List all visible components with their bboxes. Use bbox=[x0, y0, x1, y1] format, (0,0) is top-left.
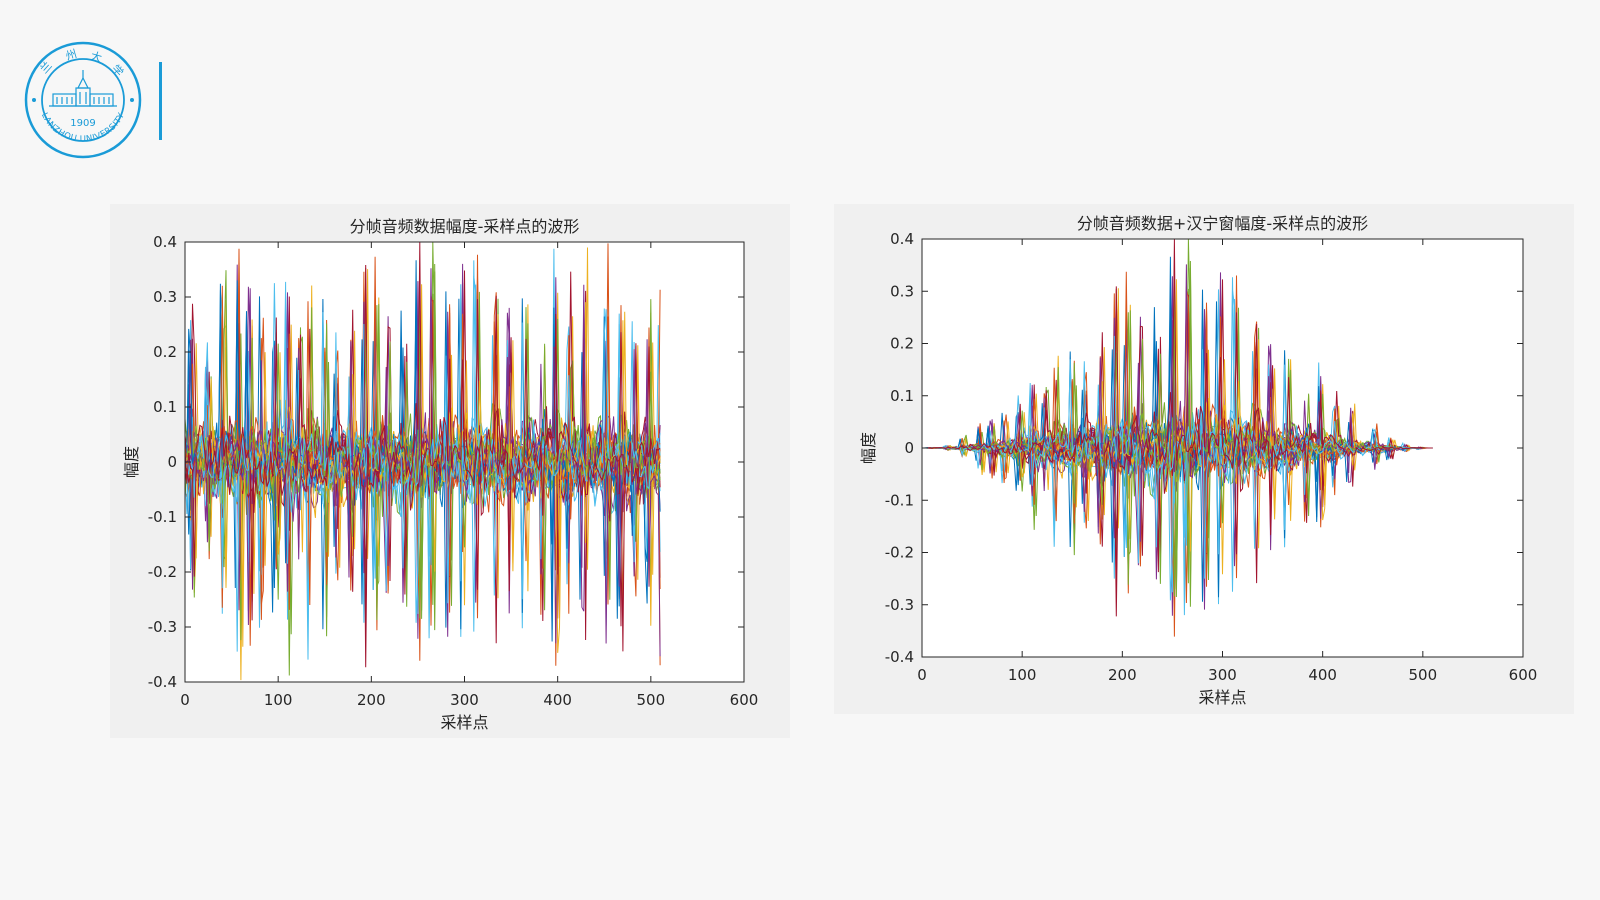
chart1-title: 分帧音频数据幅度-采样点的波形 bbox=[350, 217, 580, 236]
logo-year: 1909 bbox=[70, 118, 95, 129]
chart1-ytick-label: 0.1 bbox=[153, 398, 177, 416]
chart1-ytick-label: -0.4 bbox=[148, 673, 177, 691]
chart2-ytick-label: -0.4 bbox=[885, 648, 914, 666]
header-divider-bar bbox=[159, 62, 162, 140]
chart1-series-group bbox=[185, 242, 661, 681]
chart2-series-line-35 bbox=[922, 286, 1433, 573]
chart1-ylabel: 幅度 bbox=[122, 446, 141, 478]
chart2-xtick-label: 200 bbox=[1108, 666, 1137, 684]
chart1-xlabel: 采样点 bbox=[440, 713, 488, 732]
chart1-ytick-label: 0 bbox=[167, 453, 177, 471]
chart1-ytick-label: -0.3 bbox=[148, 618, 177, 636]
logo-name-char-3: 大 bbox=[89, 48, 103, 64]
chart1-xtick-label: 200 bbox=[357, 691, 386, 709]
chart1-xtick-label: 0 bbox=[180, 691, 190, 709]
chart2-ylabel: 幅度 bbox=[859, 432, 878, 464]
chart2-ytick-label: -0.1 bbox=[885, 491, 914, 509]
chart1-ytick-label: 0.2 bbox=[153, 343, 177, 361]
figure-raw-frames: 分帧音频数据幅度-采样点的波形 0 100 200 300 400 500 600 -0.4 -0… bbox=[110, 204, 790, 738]
chart2-xtick-label: 0 bbox=[917, 666, 927, 684]
logo-name-char-4: 学 bbox=[109, 62, 127, 80]
chart2-series-line-38 bbox=[922, 338, 1433, 487]
chart1-ytick-label: -0.2 bbox=[148, 563, 177, 581]
chart2-ytick-label: 0.1 bbox=[890, 387, 914, 405]
chart2-ytick-label: 0.4 bbox=[890, 230, 914, 248]
chart1-ytick-label: 0.3 bbox=[153, 288, 177, 306]
chart-hanning-frames: 分帧音频数据+汉宁窗幅度-采样点的波形 0 100 200 300 400 500 600 -0… bbox=[859, 214, 1538, 707]
chart2-xtick-label: 100 bbox=[1008, 666, 1037, 684]
chart2-xtick-label: 400 bbox=[1308, 666, 1337, 684]
chart1-series-line-41 bbox=[185, 295, 661, 652]
chart2-series-group bbox=[922, 239, 1433, 637]
chart2-title: 分帧音频数据+汉宁窗幅度-采样点的波形 bbox=[1077, 214, 1368, 233]
chart2-ytick-label: -0.3 bbox=[885, 596, 914, 614]
logo-building bbox=[49, 70, 117, 107]
logo-dot-right bbox=[130, 98, 134, 102]
chart1-xtick-label: 100 bbox=[264, 691, 293, 709]
chart2-series-line-41 bbox=[922, 349, 1433, 592]
chart2-ytick-label: 0.2 bbox=[890, 335, 914, 353]
chart1-series-line-38 bbox=[185, 285, 661, 647]
chart2-series-line-42 bbox=[922, 239, 1433, 585]
figure-hanning-frames: 分帧音频数据+汉宁窗幅度-采样点的波形 0 100 200 300 400 500 600 -0… bbox=[834, 204, 1574, 714]
chart2-xlabel: 采样点 bbox=[1198, 688, 1246, 707]
chart2-xtick-label: 600 bbox=[1509, 666, 1538, 684]
logo-dot-left bbox=[32, 98, 36, 102]
logo-name-char-2: 州 bbox=[64, 47, 78, 63]
chart1-xtick-label: 500 bbox=[637, 691, 666, 709]
chart1-ytick-label: 0.4 bbox=[153, 233, 177, 251]
chart2-xtick-label: 300 bbox=[1208, 666, 1237, 684]
chart2-ytick-label: -0.2 bbox=[885, 544, 914, 562]
chart1-series-line-42 bbox=[185, 242, 661, 629]
lanzhou-university-logo: 兰 州 大 学 1909 LANZHOU UNIVERSITY bbox=[24, 41, 142, 159]
chart1-xtick-label: 300 bbox=[450, 691, 479, 709]
chart2-xtick-label: 500 bbox=[1409, 666, 1438, 684]
chart1-xtick-label: 400 bbox=[543, 691, 572, 709]
chart1-xtick-label: 600 bbox=[730, 691, 759, 709]
chart-raw-frames: 分帧音频数据幅度-采样点的波形 0 100 200 300 400 500 600 -0.4 -0… bbox=[122, 217, 759, 732]
chart2-ytick-label: 0 bbox=[904, 439, 914, 457]
chart2-ytick-label: 0.3 bbox=[890, 282, 914, 300]
chart1-ytick-label: -0.1 bbox=[148, 508, 177, 526]
